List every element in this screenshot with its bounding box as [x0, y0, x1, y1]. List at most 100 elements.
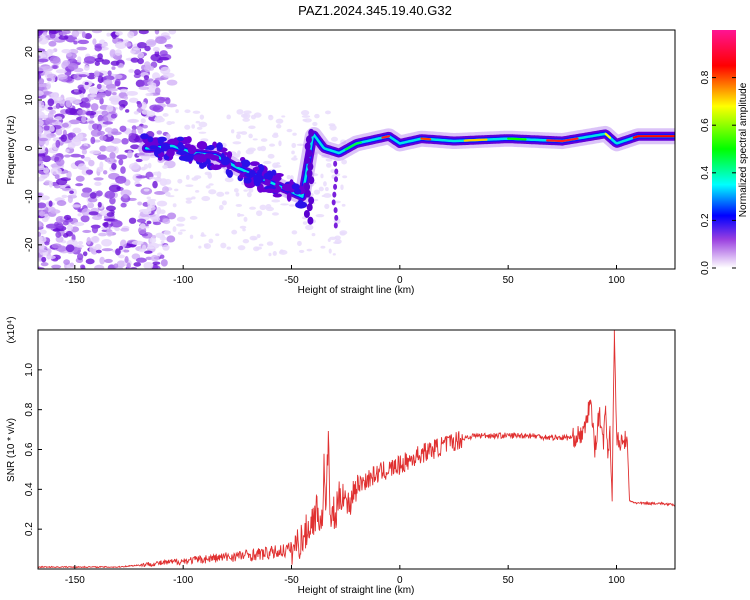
spectrogram-noise-blob [235, 133, 241, 140]
spectrogram-noise-blob [114, 49, 122, 56]
spectrogram-noise-blob [38, 220, 42, 226]
spectrogram-ridge-blob [226, 151, 233, 158]
spectrogram-noise-blob [48, 30, 60, 35]
spectrogram-y-tick-label: 0 [24, 145, 35, 151]
snr-panel: -150 -100 -50 0 50 100 0.2 0.4 0.6 0.8 1.0 Height… [6, 316, 676, 596]
spectrogram-hot-segment [463, 138, 488, 142]
spectrogram-noise-blob [323, 181, 327, 187]
snr-y-tick-label: 0.2 [24, 522, 35, 536]
spectrogram-noise-blob [66, 52, 73, 57]
spectrogram-noise-blob [40, 51, 49, 59]
spectrogram-noise-blob [232, 153, 241, 158]
spectrogram-noise-blob [275, 162, 281, 165]
spectrogram-noise-blob [239, 225, 247, 229]
spectrogram-noise-blob [56, 200, 67, 207]
spectrogram-noise-blob [236, 131, 243, 135]
spectrogram-noise-blob [128, 97, 139, 103]
spectrogram-noise-blob [237, 212, 241, 217]
spectrogram-ridge-blob [226, 169, 233, 178]
spectrogram-noise-blob [60, 134, 67, 142]
spectrogram-noise-blob [55, 128, 63, 136]
spectrogram-noise-blob [97, 114, 104, 123]
spectrogram-noise-blob [274, 164, 282, 168]
spectrogram-noise-blob [80, 191, 91, 198]
spectrogram-ridge-blob [196, 140, 208, 150]
spectrogram-ridge-blob [207, 144, 215, 151]
spectrogram-noise-blob [198, 131, 207, 134]
spectrogram-noise-blob [258, 243, 264, 247]
spectrogram-noise-blob [46, 255, 56, 260]
spectrogram-hot-segment [420, 137, 432, 141]
spectrogram-noise-blob [133, 73, 141, 79]
spectrogram-noise-blob [52, 65, 58, 69]
spectrogram-hot-segment [381, 135, 391, 139]
spectrogram-ridge-blob [157, 139, 164, 145]
spectrogram-noise-blob [102, 75, 115, 81]
spectrogram-noise-blob [61, 187, 74, 192]
spectrogram-noise-blob [235, 192, 240, 197]
spectrogram-noise-blob [156, 130, 163, 135]
spectrogram-ridge-blob [271, 175, 282, 182]
spectrogram-noise-blob [233, 188, 239, 193]
spectrogram-noise-blob [151, 216, 161, 222]
spectrogram-streak-blob [306, 203, 313, 212]
spectrogram-noise-blob [40, 195, 50, 201]
spectrogram-noise-blob [94, 61, 100, 66]
spectrogram-ridge-blob [185, 136, 192, 144]
spectrogram-noise-blob [73, 222, 85, 227]
spectrogram-noise-blob [38, 111, 45, 119]
spectrogram-noise-blob [184, 124, 191, 130]
spectrogram-noise-blob [115, 175, 127, 184]
spectrogram-noise-blob [77, 56, 82, 63]
spectrogram-noise-blob [77, 240, 84, 245]
spectrogram-noise-blob [230, 129, 235, 134]
spectrogram-noise-blob [152, 105, 164, 113]
spectrogram-noise-blob [168, 30, 177, 35]
spectrogram-noise-blob [208, 189, 217, 195]
snr-series-line [38, 330, 675, 569]
spectrogram-noise-blob [91, 30, 102, 34]
spectrogram-noise-blob [269, 143, 276, 147]
spectrogram-noise-blob [97, 75, 104, 84]
spectrogram-y-tick-label: -10 [24, 189, 35, 204]
spectrogram-noise-blob [184, 109, 191, 114]
spectrogram-noise-blob [281, 115, 286, 118]
spectrogram-noise-blob [80, 97, 90, 103]
spectrogram-noise-blob [200, 234, 207, 237]
spectrogram-noise-blob [51, 243, 62, 249]
spectrogram-noise-blob [118, 245, 124, 250]
spectrogram-noise-blob [128, 132, 136, 140]
spectrogram-noise-blob [147, 78, 154, 82]
spectrogram-y-tick-label: 20 [24, 46, 35, 58]
spectrogram-noise-blob [101, 110, 109, 117]
spectrogram-noise-blob [124, 42, 132, 47]
spectrogram-noise-blob [279, 249, 284, 253]
spectrogram-noise-blob [149, 237, 157, 244]
spectrogram-noise-blob [55, 139, 61, 148]
spectrogram-streak-blob [334, 214, 339, 221]
spectrogram-noise-blob [66, 224, 74, 231]
spectrogram-noise-blob [90, 103, 99, 111]
spectrogram-noise-blob [152, 221, 162, 226]
spectrogram-noise-blob [66, 170, 72, 179]
spectrogram-noise-blob [226, 114, 231, 120]
spectrogram-hot-segment [546, 137, 579, 143]
spectrogram-noise-blob [46, 133, 57, 139]
spectrogram-noise-blob [265, 203, 272, 209]
spectrogram-noise-blob [97, 201, 102, 208]
spectrogram-noise-blob [56, 222, 64, 229]
spectrogram-noise-blob [342, 175, 348, 179]
spectrogram-noise-blob [101, 59, 111, 65]
spectrogram-noise-blob [83, 156, 91, 162]
spectrogram-noise-blob [80, 215, 90, 223]
spectrogram-noise-blob [256, 234, 261, 239]
spectrogram-noise-blob [96, 123, 102, 132]
spectrogram-noise-blob [324, 187, 329, 192]
spectrogram-noise-blob [155, 36, 167, 45]
spectrogram-noise-blob [81, 31, 86, 38]
snr-x-tick-label: 50 [503, 575, 515, 586]
spectrogram-noise-blob [47, 112, 54, 119]
spectrogram-noise-blob [126, 90, 138, 96]
spectrogram-noise-blob [101, 248, 114, 252]
spectrogram-noise-blob [144, 45, 151, 52]
